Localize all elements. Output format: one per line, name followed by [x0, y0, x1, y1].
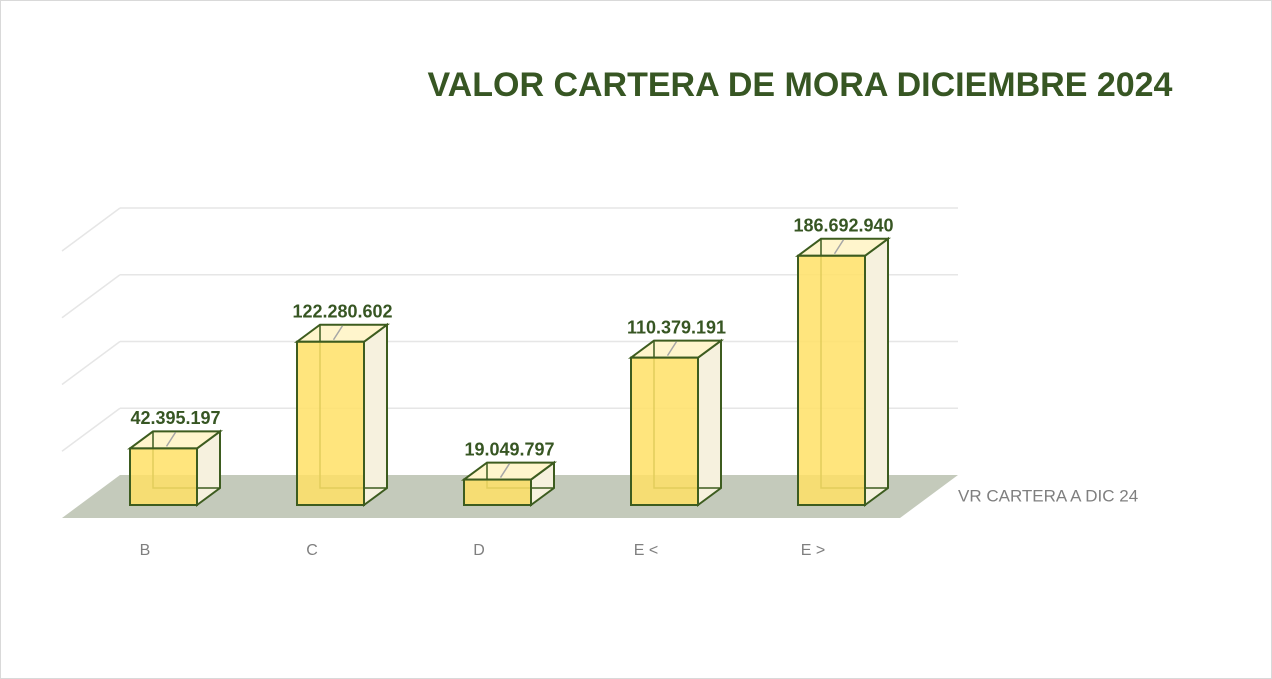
data-label: 186.692.940	[793, 216, 893, 236]
bar	[797, 254, 866, 506]
bar-side	[363, 322, 388, 507]
bar	[129, 447, 198, 506]
side-grid-line	[61, 407, 121, 452]
side-grid-line	[61, 340, 121, 386]
label-leader	[332, 325, 344, 341]
bar-side	[864, 236, 889, 507]
label-leader	[833, 239, 845, 255]
x-tick-label: E <	[634, 542, 658, 559]
bar	[463, 478, 532, 506]
data-label: 19.049.797	[464, 439, 554, 459]
label-leader	[165, 431, 177, 447]
x-tick-label: E >	[801, 542, 825, 559]
data-label: 110.379.191	[627, 317, 726, 337]
bar	[630, 356, 699, 506]
x-tick-label: C	[306, 542, 318, 559]
label-leader	[499, 463, 511, 478]
series-label: VR CARTERA A DIC 24	[958, 486, 1138, 505]
bar	[296, 340, 365, 506]
side-grid-line	[61, 207, 121, 252]
data-label: 122.280.602	[292, 302, 392, 322]
label-leader	[666, 341, 678, 357]
bars: 42.395.197 B 122.280.602 C 19.049.797 D 110.37…	[126, 216, 894, 559]
x-tick-label: B	[140, 542, 151, 559]
bar-side	[697, 338, 722, 507]
data-label: 42.395.197	[130, 408, 220, 428]
x-tick-label: D	[473, 542, 485, 559]
chart-title: VALOR CARTERA DE MORA DICIEMBRE 2024	[428, 66, 1173, 104]
side-grid-line	[61, 274, 121, 319]
